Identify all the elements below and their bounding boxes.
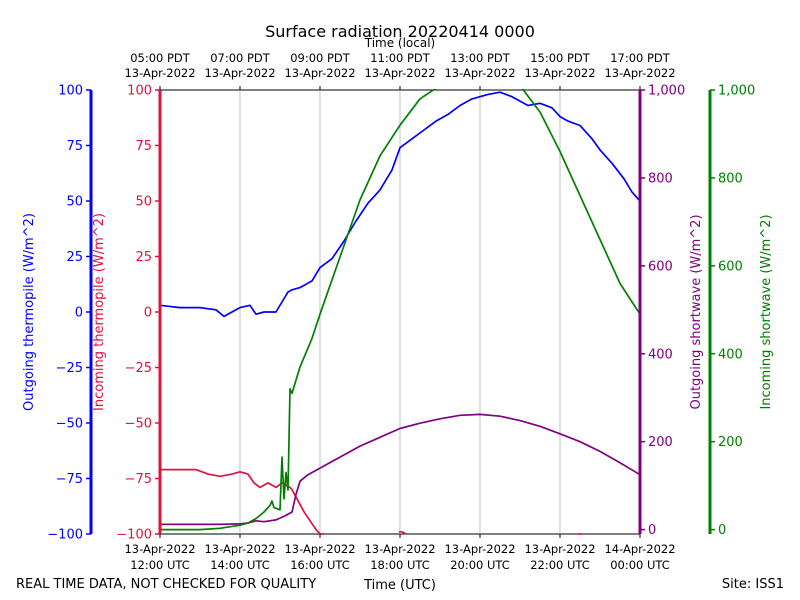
x-tick-date: 13-Apr-2022 [204, 542, 275, 556]
x-tick-date: 14-Apr-2022 [604, 542, 675, 556]
in_sw-tick-label: 800 [718, 171, 743, 186]
in_sw-tick-label: 0 [718, 523, 726, 538]
top-tick-date: 13-Apr-2022 [524, 66, 595, 80]
out_thermo-tick-label: −75 [56, 472, 83, 487]
x-tick-date: 13-Apr-2022 [124, 542, 195, 556]
in_thermo-tick-label: 100 [127, 84, 152, 99]
x-tick-time: 14:00 UTC [210, 558, 270, 572]
out_sw-tick-label: 800 [648, 171, 673, 186]
in_thermo-tick-label: 25 [135, 250, 152, 265]
out_thermo-tick-label: −100 [47, 528, 83, 543]
incoming-shortwave-axis-label: Incoming shortwave (W/m^2) [759, 214, 774, 409]
out_sw-tick-label: 0 [648, 523, 656, 538]
top-axis-label: Time (local) [364, 36, 436, 50]
x-tick-layer: 13-Apr-2022 12:00 UTC 13-Apr-2022 14:00 UTC… [124, 51, 675, 572]
top-tick-date: 13-Apr-2022 [604, 66, 675, 80]
x-tick-date: 13-Apr-2022 [284, 542, 355, 556]
top-tick-date: 13-Apr-2022 [364, 66, 435, 80]
in_thermo-tick-label: −25 [125, 361, 152, 376]
site-label: Site: ISS1 [722, 577, 784, 592]
top-tick-date: 13-Apr-2022 [204, 66, 275, 80]
out_thermo-tick-label: 75 [66, 139, 83, 154]
incoming-thermopile-axis-label: Incoming thermopile (W/m^2) [92, 213, 107, 411]
quality-disclaimer: REAL TIME DATA, NOT CHECKED FOR QUALITY [16, 577, 316, 592]
in_thermo-tick-label: −100 [116, 528, 152, 543]
incoming-thermopile-blip [398, 530, 407, 535]
top-tick-date: 13-Apr-2022 [124, 66, 195, 80]
top-tick-time: 17:00 PDT [610, 51, 671, 65]
x-tick-time: 20:00 UTC [450, 558, 510, 572]
top-tick-time: 07:00 PDT [210, 51, 271, 65]
series-outgoing-thermopile [160, 91, 640, 318]
in_thermo-tick-label: 75 [135, 139, 152, 154]
series-layer [160, 89, 640, 535]
x-axis-label: Time (UTC) [363, 578, 436, 593]
top-tick-time: 11:00 PDT [370, 51, 431, 65]
top-tick-date: 13-Apr-2022 [284, 66, 355, 80]
x-tick-date: 13-Apr-2022 [444, 542, 515, 556]
out_sw-tick-label: 1,000 [648, 84, 685, 99]
x-tick-time: 22:00 UTC [530, 558, 590, 572]
x-tick-date: 13-Apr-2022 [524, 542, 595, 556]
out_sw-tick-label: 600 [648, 259, 673, 274]
chart-title: Surface radiation 20220414 0000 [265, 22, 535, 41]
in_thermo-tick-label: −75 [125, 472, 152, 487]
out_thermo-tick-label: −50 [56, 417, 83, 432]
outgoing-shortwave-axis-label: Outgoing shortwave (W/m^2) [689, 214, 704, 409]
x-tick-time: 00:00 UTC [610, 558, 670, 572]
out_thermo-tick-label: 25 [66, 250, 83, 265]
out_thermo-tick-label: 50 [66, 195, 83, 210]
series-incoming-shortwave [160, 89, 640, 531]
top-tick-time: 09:00 PDT [290, 51, 351, 65]
top-tick-date: 13-Apr-2022 [444, 66, 515, 80]
in_thermo-tick-label: −50 [125, 417, 152, 432]
x-tick-date: 13-Apr-2022 [364, 542, 435, 556]
outgoing-thermopile-axis-label: Outgoing thermopile (W/m^2) [22, 213, 37, 411]
x-tick-time: 16:00 UTC [290, 558, 350, 572]
out_thermo-tick-label: 0 [75, 306, 83, 321]
series-incoming-thermopile [160, 468, 324, 535]
out_sw-tick-label: 400 [648, 347, 673, 362]
x-tick-time: 18:00 UTC [370, 558, 430, 572]
in_thermo-tick-label: 50 [135, 195, 152, 210]
top-tick-time: 15:00 PDT [530, 51, 591, 65]
top-tick-time: 13:00 PDT [450, 51, 511, 65]
in_sw-tick-label: 1,000 [718, 84, 755, 99]
in_sw-tick-label: 600 [718, 259, 743, 274]
out_sw-tick-label: 200 [648, 435, 673, 450]
top-tick-time: 05:00 PDT [130, 51, 191, 65]
out_thermo-tick-label: −25 [56, 361, 83, 376]
axis-layer: −100 −75 −50 −25 0 25 50 75 100 −100 −75 −50 −25 0 25 5… [47, 84, 755, 543]
out_thermo-tick-label: 100 [58, 84, 83, 99]
x-tick-time: 12:00 UTC [130, 558, 190, 572]
in_sw-tick-label: 400 [718, 347, 743, 362]
in_thermo-tick-label: 0 [144, 306, 152, 321]
in_sw-tick-label: 200 [718, 435, 743, 450]
